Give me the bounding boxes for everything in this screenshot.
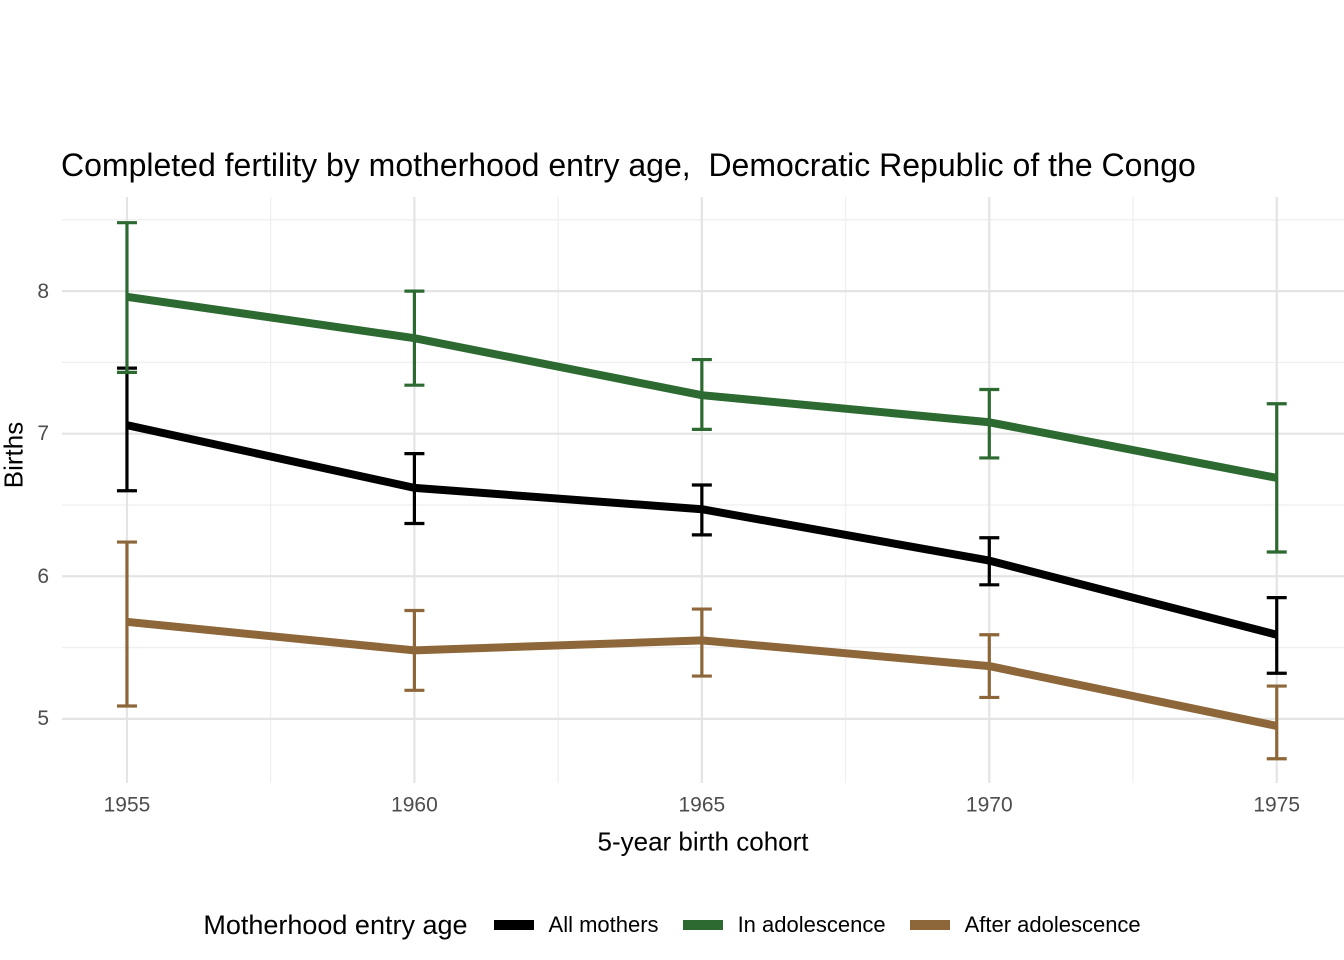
legend-label-in-adolescence: In adolescence <box>737 912 886 937</box>
x-tick-label: 1965 <box>678 793 726 817</box>
x-tick-label: 1955 <box>103 793 151 817</box>
legend-title: Motherhood entry age <box>203 909 468 940</box>
series-line-after-adolescence <box>126 617 1278 730</box>
legend-swatch-in-adolescence <box>682 920 723 930</box>
legend-item-after-adolescence: After adolescence <box>909 912 1141 938</box>
x-axis-title: 5-year birth cohort <box>597 826 809 857</box>
y-tick-label: 5 <box>37 707 49 731</box>
legend-label-after-adolescence: After adolescence <box>964 912 1141 937</box>
series-line-all-mothers <box>126 421 1278 639</box>
legend-swatch-after-adolescence <box>909 920 950 930</box>
x-tick-label: 1975 <box>1253 793 1301 817</box>
series-line-in-adolescence <box>126 292 1278 482</box>
y-tick-label: 6 <box>37 564 49 588</box>
x-tick-label: 1970 <box>965 793 1013 817</box>
legend-label-all-mothers: All mothers <box>548 912 659 937</box>
chart-title: Completed fertility by motherhood entry … <box>61 147 1196 183</box>
y-tick-label: 7 <box>37 422 49 446</box>
y-tick-label: 8 <box>37 279 49 303</box>
legend-swatch-all-mothers <box>493 920 534 930</box>
legend: Motherhood entry age All mothers In adol… <box>0 903 1344 947</box>
legend-item-in-adolescence: In adolescence <box>682 912 886 938</box>
legend-item-all-mothers: All mothers <box>493 912 659 938</box>
x-tick-label: 1960 <box>391 793 438 817</box>
